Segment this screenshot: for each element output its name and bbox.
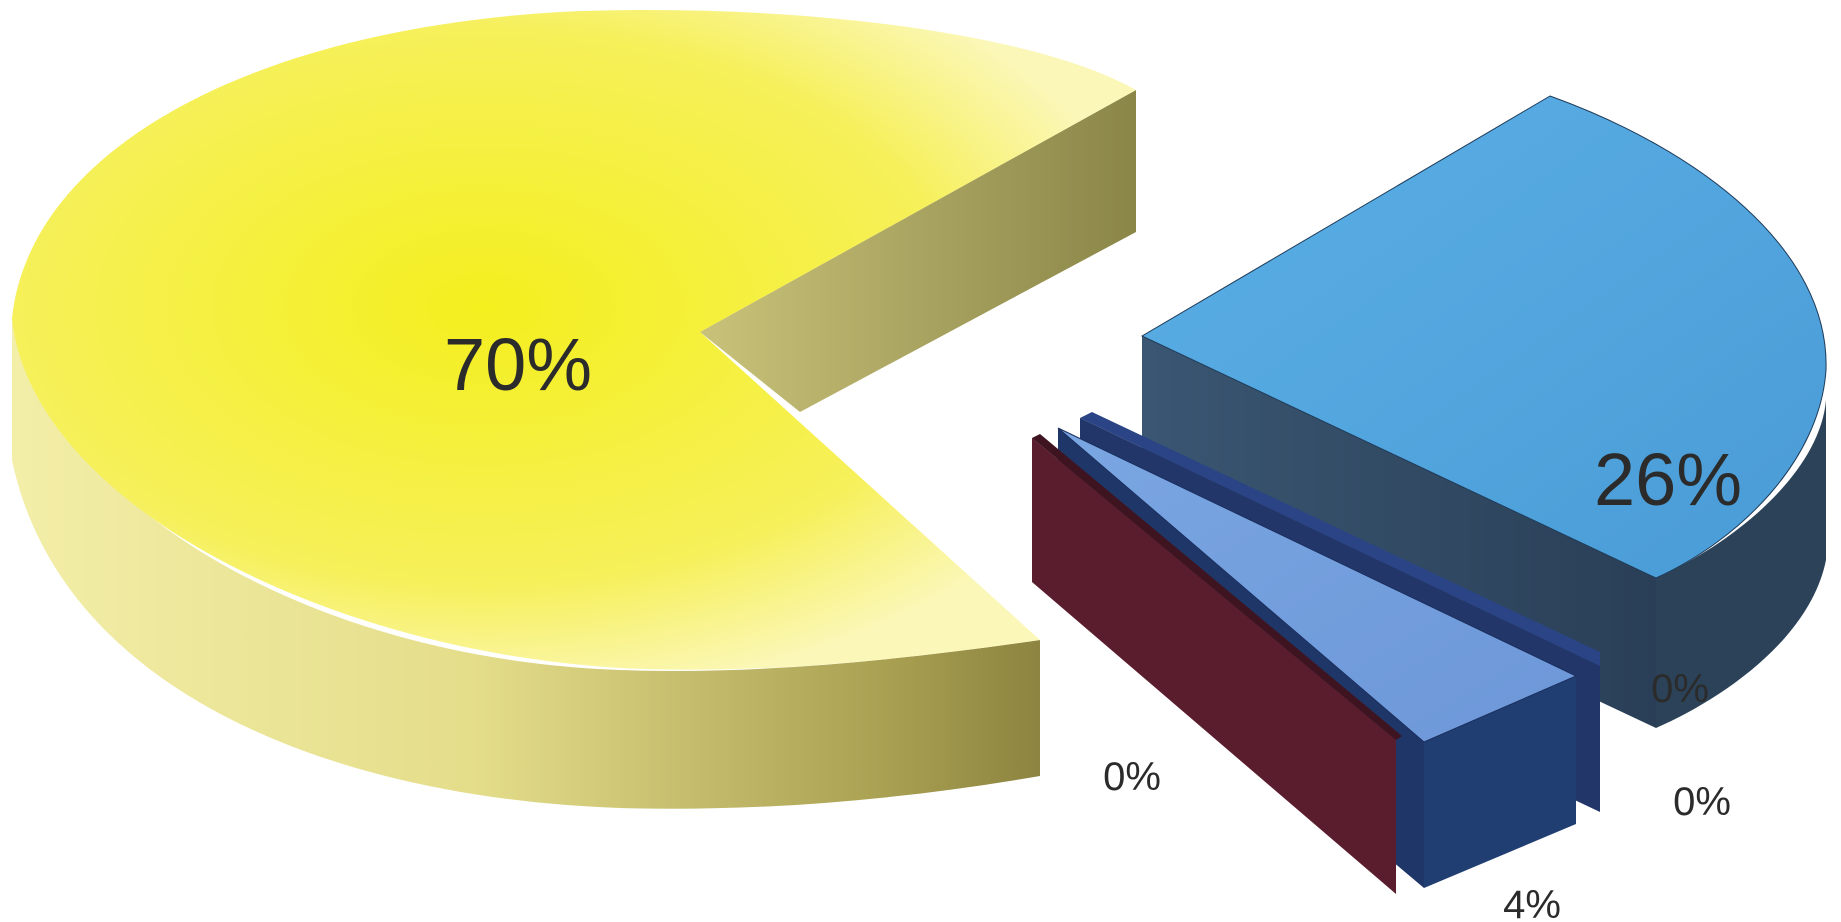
slice-70-side — [12, 318, 1040, 809]
slice-0-percent-maroon — [1032, 434, 1402, 894]
slice-0-maroon-edge — [1032, 434, 1402, 740]
slice-0-navy-top — [1080, 412, 1600, 666]
slice-26-top — [1140, 95, 1827, 579]
slice-26-label: 26% — [1594, 438, 1742, 521]
slice-26-outer-side — [1656, 400, 1826, 728]
slice-70-top — [12, 10, 1136, 670]
slice-70-label: 70% — [444, 323, 592, 406]
slice-0-label-upper: 0% — [1651, 667, 1709, 711]
slice-0-maroon-side — [1032, 438, 1396, 894]
slice-70-cut-face — [700, 90, 1136, 412]
slice-4-top — [1057, 427, 1578, 743]
slice-4-outer-side — [1424, 676, 1576, 888]
slice-0-label-right: 0% — [1673, 780, 1731, 824]
slice-0-label-left: 0% — [1103, 755, 1161, 799]
slice-70-percent: 70% — [12, 10, 1136, 809]
slice-4-label: 4% — [1503, 883, 1561, 922]
